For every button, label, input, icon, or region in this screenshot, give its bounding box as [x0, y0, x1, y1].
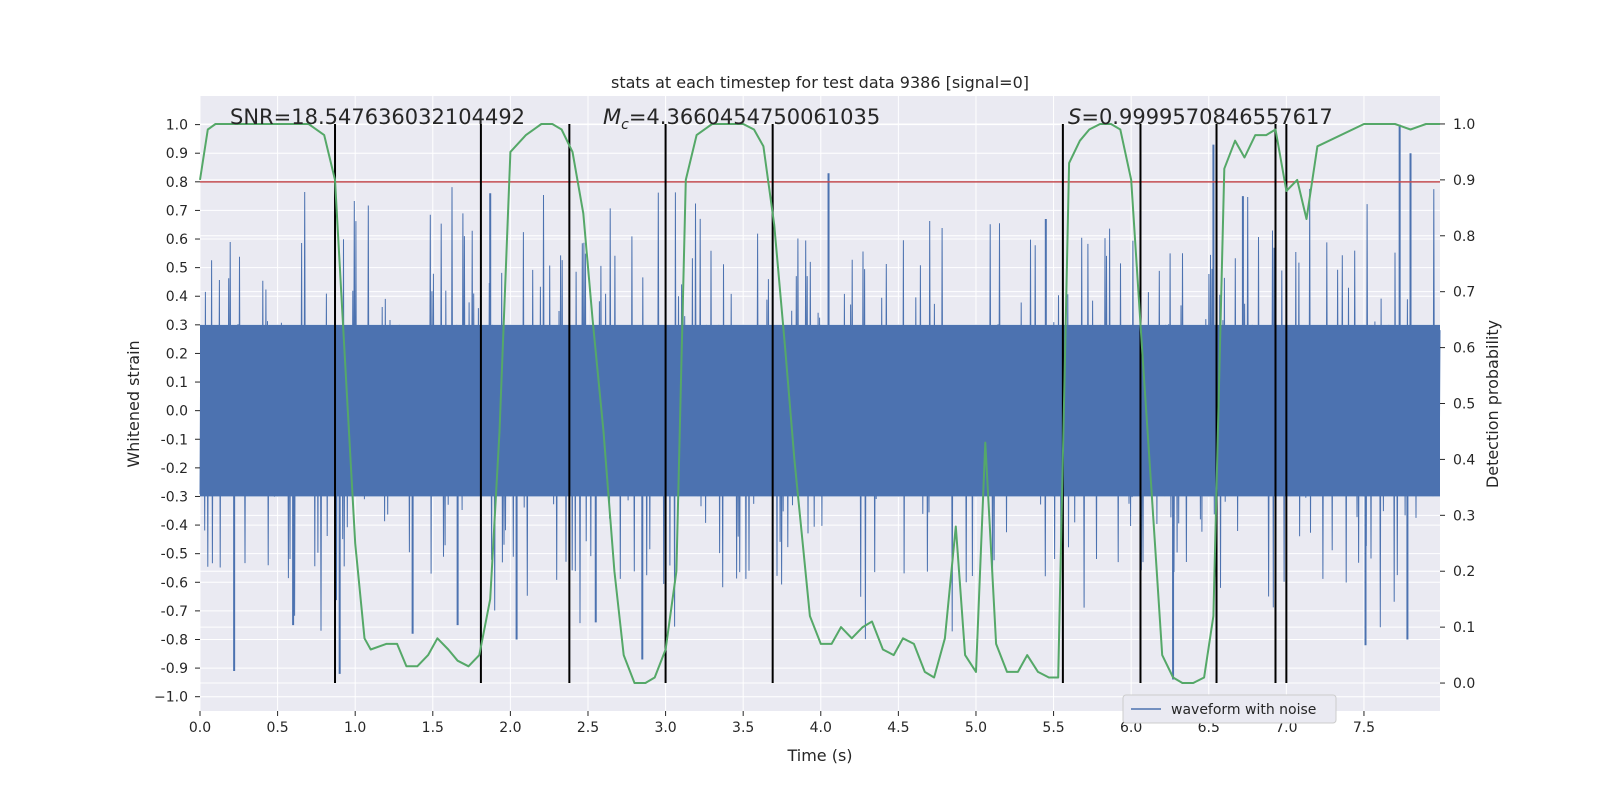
x-tick-label: 2.5 [577, 720, 599, 736]
x-tick-label: 7.0 [1275, 720, 1297, 736]
mc-value: =4.3660454750061035 [629, 105, 880, 129]
x-tick-label: 3.5 [732, 720, 754, 736]
y2-tick-label: 0.3 [1453, 508, 1475, 524]
y-tick-label: 0.4 [166, 289, 188, 305]
segment-boundaries [334, 123, 1288, 684]
y-tick-label: -0.4 [161, 518, 188, 534]
y-tick-label: -0.1 [161, 432, 188, 448]
waveform-core [200, 324, 1440, 497]
x-tick-label: 5.5 [1042, 720, 1064, 736]
y-tick-label: 0.1 [166, 375, 188, 391]
y2-tick-label: 0.6 [1453, 341, 1475, 357]
x-tick-label: 3.0 [654, 720, 676, 736]
y2-tick-label: 0.1 [1453, 620, 1475, 636]
y-tick-label: 0.5 [166, 261, 188, 277]
y-tick-label: -0.5 [161, 547, 188, 563]
x-tick-label: 4.5 [887, 720, 909, 736]
y-tick-label: 0.3 [166, 318, 188, 334]
chart-title: stats at each timestep for test data 938… [611, 73, 1029, 92]
y-tick-label: -0.3 [161, 489, 188, 505]
y2-tick-label: 0.5 [1453, 397, 1475, 413]
y-tick-label: 0.7 [166, 203, 188, 219]
x-tick-label: 7.5 [1353, 720, 1375, 736]
y-tick-label: 0.0 [166, 404, 188, 420]
y-tick-label: -0.2 [161, 461, 188, 477]
probability-line [199, 123, 1440, 684]
significance-annotation: S=0.9999570846557617 [1068, 105, 1333, 129]
s-symbol: S [1068, 105, 1081, 129]
y2-tick-label: 1.0 [1453, 117, 1475, 133]
x-tick-label: 2.0 [499, 720, 521, 736]
y2-tick-label: 0.4 [1453, 452, 1475, 468]
legend-label: waveform with noise [1171, 702, 1316, 718]
ticks: 0.0 0.5 1.0 1.5 2.0 2.5 3.0 3.5 4.0 4.5 5.0 5.5 6.0 6… [154, 117, 1475, 736]
y-tick-label: -0.6 [161, 575, 188, 591]
y-tick-label: -0.7 [161, 604, 188, 620]
y-axis-label: Whitened strain [124, 340, 143, 467]
x-axis-label: Time (s) [786, 746, 852, 765]
y2-tick-label: 0.0 [1453, 676, 1475, 692]
detection-probability-series [199, 123, 1440, 684]
y2-axis-label: Detection probability [1483, 320, 1502, 488]
snr-annotation: SNR=18.547636032104492 [230, 105, 525, 129]
y-tick-label: 0.9 [166, 146, 188, 162]
x-tick-label: 0.5 [266, 720, 288, 736]
y2-tick-label: 0.2 [1453, 564, 1475, 580]
y-tick-label: 0.8 [166, 175, 188, 191]
y-tick-label: 0.6 [166, 232, 188, 248]
x-tick-label: 1.0 [344, 720, 366, 736]
mc-subscript: c [621, 117, 629, 133]
y2-tick-label: 0.8 [1453, 229, 1475, 245]
y-tick-label: 0.2 [166, 346, 188, 362]
legend-box [1122, 694, 1337, 724]
x-tick-label: 6.0 [1120, 720, 1142, 736]
x-tick-label: 6.5 [1198, 720, 1220, 736]
y2-tick-label: 0.9 [1453, 173, 1475, 189]
chirp-mass-annotation: Mc=4.3660454750061035 [603, 105, 880, 133]
x-tick-label: 4.0 [810, 720, 832, 736]
mc-symbol: M [603, 105, 621, 129]
x-tick-label: 5.0 [965, 720, 987, 736]
y-tick-label: 1.0 [166, 118, 188, 134]
y2-tick-label: 0.7 [1453, 285, 1475, 301]
y-tick-label: −1.0 [154, 690, 188, 706]
y-tick-label: -0.8 [161, 632, 188, 648]
x-tick-label: 0.0 [189, 720, 211, 736]
legend: waveform with noise [1122, 694, 1337, 724]
s-value: =0.9999570846557617 [1081, 105, 1332, 129]
waveform-series [199, 124, 1441, 680]
y-tick-label: -0.9 [161, 661, 188, 677]
x-tick-label: 1.5 [422, 720, 444, 736]
